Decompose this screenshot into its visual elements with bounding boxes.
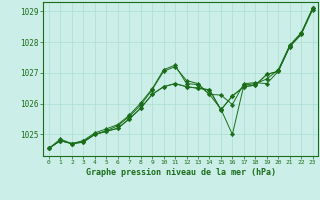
X-axis label: Graphe pression niveau de la mer (hPa): Graphe pression niveau de la mer (hPa) (86, 168, 276, 177)
